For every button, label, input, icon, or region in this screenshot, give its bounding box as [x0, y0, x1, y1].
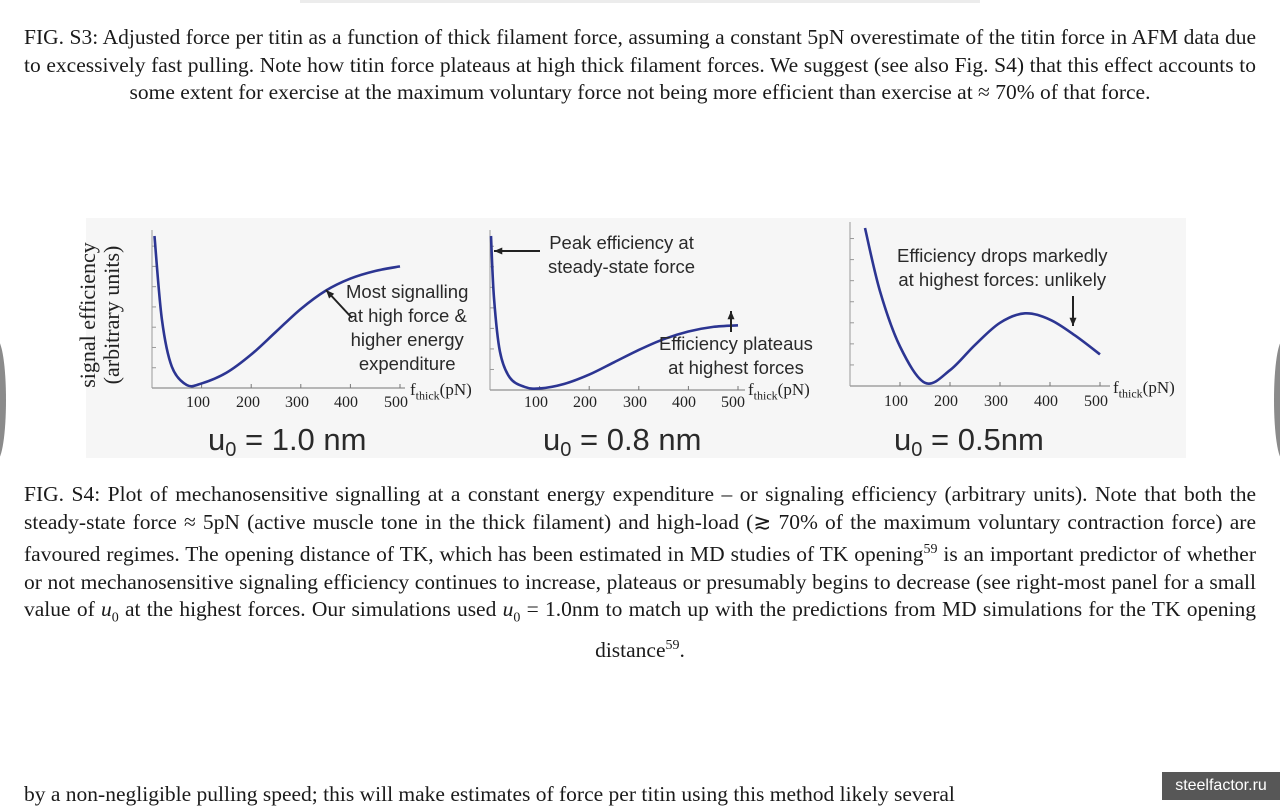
y-axis-label-line2: (arbitrary units): [99, 245, 124, 385]
efficiency-curve-2: [489, 235, 739, 390]
panel1-tick-label: 100: [186, 394, 210, 411]
panel2-top-arrow-icon: [494, 247, 540, 255]
y-axis-label: signal efficiency (arbitrary units): [75, 220, 124, 410]
panel3-arrow-icon: [1069, 296, 1077, 326]
panel1-annotation-line: at high force &: [347, 305, 467, 326]
efficiency-curve-1: [153, 235, 401, 388]
panel2-tick-label: 500: [721, 394, 745, 411]
panel3-annotation-line: Efficiency drops markedly: [897, 245, 1108, 266]
body-text-continuation: by a non-negligible pulling speed; this …: [24, 782, 955, 806]
panel1-x-axis-label: fthick(pN): [410, 380, 472, 403]
y-axis-label-line1: signal efficiency: [75, 242, 100, 388]
panel1-u0-label: u0 = 1.0 nm: [208, 422, 367, 461]
figure-s4-chart: [151, 222, 1110, 391]
panel2-annotation-line: at highest forces: [668, 357, 804, 378]
panel1-annotation: Most signalling at high force & higher e…: [346, 280, 468, 376]
panel2-bottom-arrow-icon: [727, 311, 735, 332]
reference-superscript: 59: [923, 542, 938, 557]
panel2-x-axis-label: fthick(pN): [748, 380, 810, 403]
left-edge-shadow: [0, 340, 6, 460]
panel2-annotation-line: steady-state force: [548, 256, 696, 277]
panel2-annotation-top: Peak efficiency at steady-state force: [548, 231, 695, 279]
panel1-tick-label: 500: [384, 394, 408, 411]
panel3-tick-label: 200: [934, 393, 958, 410]
panel2-annotation-line: Peak efficiency at: [549, 232, 694, 253]
panel2-tick-label: 400: [672, 394, 696, 411]
panel1-annotation-line: expenditure: [358, 353, 456, 374]
panel3-annotation-line: at highest forces: unlikely: [898, 269, 1107, 290]
panel3-u0-label: u0 = 0.5nm: [894, 422, 1044, 461]
panel1-annotation-line: higher energy: [350, 329, 464, 350]
panel3-x-axis-label: fthick(pN): [1113, 378, 1175, 401]
efficiency-curve-3: [863, 227, 1101, 385]
panel2-u0-label: u0 = 0.8 nm: [543, 422, 702, 461]
panel1-tick-label: 400: [334, 394, 358, 411]
figure-s3-caption: FIG. S3: Adjusted force per titin as a f…: [24, 25, 1256, 104]
panel3-tick-label: 400: [1034, 393, 1058, 410]
panel1-tick-label: 300: [285, 394, 309, 411]
panel3-tick-label: 500: [1084, 393, 1108, 410]
right-edge-shadow: [1274, 340, 1280, 460]
panel3-tick-label: 100: [884, 393, 908, 410]
panel2-tick-label: 300: [623, 394, 647, 411]
panel2-tick-label: 200: [573, 394, 597, 411]
page-top-rule: [300, 0, 980, 3]
panel2-tick-label: 100: [524, 394, 548, 411]
panel1-tick-label: 200: [236, 394, 260, 411]
figure-s4-caption: FIG. S4: Plot of mechanosensitive signal…: [24, 482, 1256, 663]
reference-superscript: 59: [665, 637, 680, 653]
panel1-arrow-icon: [325, 289, 353, 319]
panel1-annotation-line: Most signalling: [346, 281, 469, 302]
panel3-tick-label: 300: [984, 393, 1008, 410]
panel2-annotation-line: Efficiency plateaus: [659, 333, 813, 354]
panel2-annotation-bottom: Efficiency plateaus at highest forces: [659, 332, 813, 380]
panel3-annotation: Efficiency drops markedly at highest for…: [897, 244, 1107, 292]
watermark: steelfactor.ru: [1162, 772, 1280, 800]
